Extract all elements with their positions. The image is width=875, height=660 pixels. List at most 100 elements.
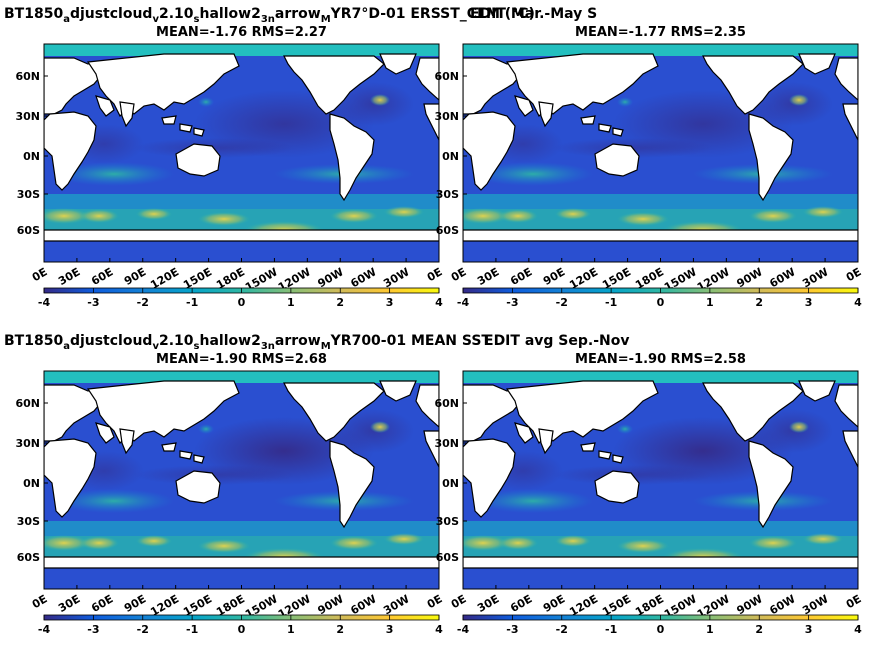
y-tick-label: 30N: [15, 437, 40, 450]
indian-teal: [54, 162, 174, 186]
colorbar-tick-label: -2: [137, 296, 149, 309]
colorbar-tick-label: -2: [556, 623, 568, 636]
kuroshio-hotspot: [617, 97, 633, 107]
colorbar-tick-label: 3: [805, 623, 813, 636]
title-fragment: EDIT Mar.-May S: [470, 6, 597, 22]
hotspot: [136, 535, 172, 547]
colorbar-tick-label: 2: [336, 623, 344, 636]
gulf-stream-hotspot: [370, 421, 390, 433]
y-tick-label: 60S: [17, 551, 40, 564]
x-tick-label: 90E: [541, 592, 567, 615]
y-tick-label: 60S: [17, 224, 40, 237]
x-tick-label: 60E: [508, 265, 534, 288]
y-tick-label: 0N: [23, 477, 40, 490]
gulf-stream-hotspot: [789, 421, 809, 433]
x-tick-label: 0E: [30, 592, 50, 611]
colorbar-tick-label: 1: [706, 296, 714, 309]
colorbar-tick-label: 1: [287, 296, 295, 309]
hotspot: [79, 209, 119, 223]
colorbar-tick-label: 4: [435, 296, 443, 309]
kuroshio-hotspot: [198, 424, 214, 434]
y-tick-label: 60S: [436, 551, 459, 564]
y-tick-label: 30N: [434, 110, 459, 123]
x-tick-label: 30E: [475, 265, 501, 288]
hotspot: [803, 206, 843, 218]
x-tick-label: 30E: [56, 265, 82, 288]
indian-teal: [54, 489, 174, 513]
title-fragment: EDIT avg Sep.-Nov: [484, 333, 629, 349]
colorbar-tick-label: -3: [506, 296, 518, 309]
panel-stats: MEAN=-1.77 RMS=2.35: [575, 25, 746, 40]
colorbar-tick-label: 4: [854, 296, 862, 309]
hotspot: [463, 535, 509, 551]
colorbar-tick-label: 0: [657, 296, 665, 309]
hotspot: [136, 208, 172, 220]
title-fragment: arrow: [275, 6, 321, 22]
hotspot: [617, 539, 669, 553]
arctic-band: [463, 44, 858, 56]
map-field: [463, 371, 858, 589]
hotspot: [749, 209, 797, 223]
title-fragment: djustcloud: [70, 6, 153, 22]
colorbar-tick-label: -4: [38, 296, 51, 309]
x-tick-label: 0E: [425, 592, 445, 611]
x-tick-label: 60E: [508, 592, 534, 615]
x-tick-label: 60E: [89, 592, 115, 615]
colorbar-tick-label: 4: [435, 623, 443, 636]
panel-title-1: BT1850adjustcloudv2.10shallow23narrowMYR…: [4, 6, 535, 25]
kuroshio-hotspot: [198, 97, 214, 107]
kuroshio-hotspot: [617, 424, 633, 434]
colorbar-tick-label: -3: [506, 623, 518, 636]
y-tick-label: 60N: [15, 70, 40, 83]
arctic-band: [44, 44, 439, 56]
colorbar-tick-label: -4: [457, 623, 470, 636]
x-tick-label: 60W: [348, 265, 378, 290]
hotspot: [498, 209, 538, 223]
colorbar-tick-label: -3: [87, 296, 99, 309]
colorbar-tick-label: -2: [556, 296, 568, 309]
hotspot: [384, 533, 424, 545]
title-fragment: a: [63, 341, 70, 352]
panel-stats: MEAN=-1.76 RMS=2.27: [156, 25, 327, 40]
x-tick-label: 90W: [315, 265, 345, 290]
title-fragment: s: [194, 14, 200, 25]
y-tick-label: 30S: [17, 515, 40, 528]
x-tick-label: 0E: [449, 592, 469, 611]
colorbar-tick-label: -1: [186, 296, 198, 309]
hotspot: [803, 533, 843, 545]
y-tick-label: 0N: [442, 477, 459, 490]
colorbar-tick-label: 2: [755, 623, 763, 636]
colorbar-tick-label: -3: [87, 623, 99, 636]
y-tick-label: 30S: [17, 188, 40, 201]
hotspot: [198, 539, 250, 553]
hotspot: [44, 535, 90, 551]
colorbar-tick-label: 2: [336, 296, 344, 309]
hotspot: [79, 536, 119, 550]
colorbar-tick-label: 1: [706, 623, 714, 636]
x-tick-label: 60W: [767, 265, 797, 290]
title-fragment: hallow2: [200, 6, 261, 22]
colorbar-tick-label: -4: [457, 296, 470, 309]
hotspot: [330, 209, 378, 223]
panel-title-3: BT1850adjustcloudv2.10shallow23narrowMYR…: [4, 333, 491, 352]
colorbar-tick-label: -1: [605, 623, 617, 636]
y-tick-label: 30S: [436, 515, 459, 528]
hotspot: [617, 212, 669, 226]
title-fragment: 3n: [261, 341, 275, 352]
x-tick-label: 30W: [800, 265, 830, 290]
title-fragment: YR7°D-01 ERSST_CLM (°C): [330, 6, 535, 22]
x-tick-label: 90E: [122, 592, 148, 615]
colorbar-tick-label: 2: [755, 296, 763, 309]
panel-title-4: EDIT avg Sep.-Nov: [484, 333, 629, 349]
x-tick-label: 90W: [734, 265, 764, 290]
title-fragment: djustcloud: [70, 333, 153, 349]
panel-stats: MEAN=-1.90 RMS=2.58: [575, 352, 746, 367]
title-fragment: BT1850: [4, 333, 63, 349]
title-fragment: v: [152, 341, 159, 352]
x-tick-label: 30W: [381, 265, 411, 290]
y-tick-label: 60S: [436, 224, 459, 237]
gulf-stream-hotspot: [370, 94, 390, 106]
map-field: [463, 44, 858, 262]
hotspot: [463, 208, 509, 224]
